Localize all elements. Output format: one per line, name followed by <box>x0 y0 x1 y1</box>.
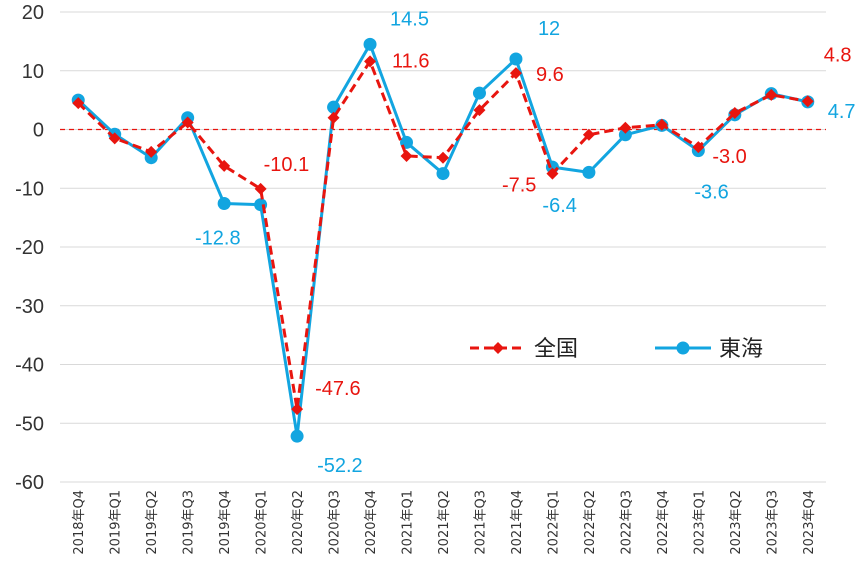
x-tick-label: 2022年Q4 <box>656 490 671 555</box>
series-tokai <box>71 37 815 443</box>
y-tick-label: -20 <box>15 237 44 259</box>
x-tick-label: 2020年Q2 <box>291 490 306 555</box>
data-point <box>400 149 413 162</box>
data-point <box>692 141 705 154</box>
data-label: -3.0 <box>712 146 746 168</box>
legend-label: 全国 <box>534 337 578 362</box>
x-tick-label: 2019年Q2 <box>145 490 160 555</box>
x-tick-label: 2019年Q4 <box>218 490 233 555</box>
data-point <box>218 159 231 172</box>
y-tick-label: -60 <box>15 472 44 494</box>
x-tick-label: 2022年Q1 <box>546 490 561 555</box>
x-tick-label: 2020年Q4 <box>364 490 379 555</box>
x-tick-label: 2018年Q4 <box>72 490 87 555</box>
legend-item: 全国 <box>470 337 578 362</box>
data-label: -10.1 <box>264 154 310 176</box>
data-point <box>619 121 632 134</box>
data-point <box>145 145 158 158</box>
data-point <box>509 52 523 66</box>
data-point <box>181 116 194 129</box>
series-group <box>71 37 815 443</box>
x-tick-label: 2022年Q3 <box>619 490 634 555</box>
x-tick-label: 2023年Q3 <box>765 490 780 555</box>
data-point <box>217 197 231 211</box>
data-point <box>509 67 522 80</box>
y-tick-label: -50 <box>15 413 44 435</box>
x-tick-label: 2023年Q1 <box>692 490 707 555</box>
data-point <box>254 182 267 195</box>
data-point <box>582 165 596 179</box>
data-label: 4.8 <box>824 44 852 66</box>
series-line <box>77 42 809 438</box>
data-point <box>765 88 778 101</box>
y-tick-label: -10 <box>15 178 44 200</box>
data-point <box>546 167 559 180</box>
x-tick-label: 2019年Q1 <box>109 490 124 555</box>
x-tick-label: 2022年Q2 <box>583 490 598 555</box>
x-tick-label: 2021年Q4 <box>510 490 525 555</box>
data-point <box>473 104 486 117</box>
legend: 全国 東海 <box>470 337 763 362</box>
data-label: -6.4 <box>542 195 576 217</box>
data-label: -3.6 <box>694 182 728 204</box>
legend-marker <box>676 341 690 355</box>
data-point <box>472 86 486 100</box>
data-point <box>291 403 304 416</box>
x-tick-label: 2023年Q4 <box>802 490 817 555</box>
x-axis: 2018年Q4 2019年Q1 2019年Q2 2019年Q3 2019年Q4 2020年… <box>72 490 817 555</box>
data-point <box>363 37 377 51</box>
grid-lines <box>60 11 826 483</box>
legend-marker <box>492 342 504 354</box>
x-tick-label: 2021年Q3 <box>473 490 488 555</box>
data-label: -7.5 <box>502 175 536 197</box>
x-tick-label: 2020年Q3 <box>328 490 343 555</box>
data-point <box>582 128 595 141</box>
data-point <box>801 95 814 108</box>
x-tick-label: 2020年Q1 <box>255 490 270 555</box>
y-tick-label: 20 <box>22 2 44 24</box>
data-point <box>108 132 121 145</box>
data-point <box>655 118 668 131</box>
data-point <box>436 167 450 181</box>
x-tick-label: 2019年Q3 <box>182 490 197 555</box>
data-point <box>618 128 632 142</box>
data-point <box>364 55 377 68</box>
y-tick-label: -40 <box>15 355 44 377</box>
data-point <box>290 429 304 443</box>
legend-item: 東海 <box>655 337 763 362</box>
y-axis: 20 10 0 -10 -20 -30 -40 -50 -60 <box>15 2 44 494</box>
x-tick-label: 2021年Q1 <box>401 490 416 555</box>
data-label: -47.6 <box>315 378 361 400</box>
x-tick-label: 2021年Q2 <box>437 490 452 555</box>
data-point <box>437 151 449 164</box>
data-label: -52.2 <box>317 455 363 477</box>
data-labels: -10.1 -47.6 11.6 9.6 -7.5 -3.0 4.8 -12.8 -52.2 14… <box>195 8 856 477</box>
data-label: 4.7 <box>828 101 856 123</box>
legend-label: 東海 <box>719 337 763 362</box>
data-label: 9.6 <box>536 64 564 86</box>
data-label: 11.6 <box>392 50 429 72</box>
data-point <box>327 111 340 124</box>
y-tick-label: 0 <box>33 120 44 142</box>
data-point <box>72 97 85 110</box>
series-national <box>72 55 814 416</box>
data-label: -12.8 <box>195 228 241 250</box>
y-tick-label: 10 <box>22 61 44 83</box>
y-tick-label: -30 <box>15 296 44 318</box>
data-label: 14.5 <box>390 8 429 30</box>
x-tick-label: 2023年Q2 <box>729 490 744 555</box>
data-label: 12 <box>538 18 560 40</box>
data-point <box>728 107 741 120</box>
